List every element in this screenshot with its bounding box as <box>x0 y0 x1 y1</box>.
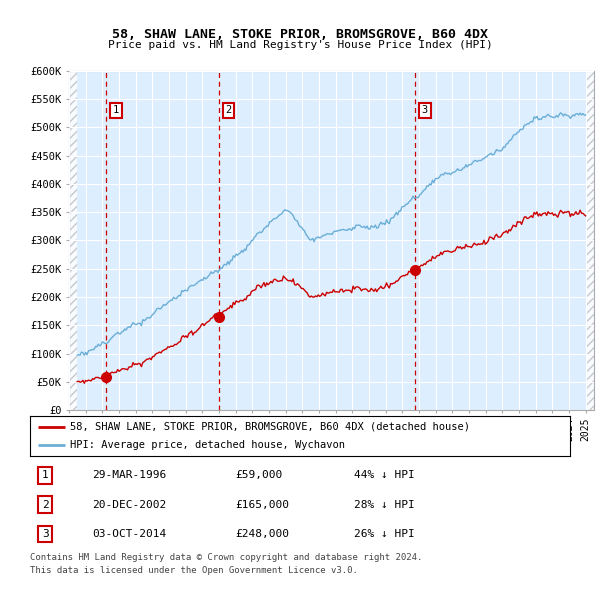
Text: 3: 3 <box>42 529 49 539</box>
Text: 29-MAR-1996: 29-MAR-1996 <box>92 470 166 480</box>
Text: 26% ↓ HPI: 26% ↓ HPI <box>354 529 415 539</box>
Text: Price paid vs. HM Land Registry's House Price Index (HPI): Price paid vs. HM Land Registry's House … <box>107 40 493 50</box>
Text: 03-OCT-2014: 03-OCT-2014 <box>92 529 166 539</box>
Text: 2: 2 <box>42 500 49 510</box>
Bar <box>69 60 77 410</box>
Text: £59,000: £59,000 <box>235 470 283 480</box>
Text: Contains HM Land Registry data © Crown copyright and database right 2024.: Contains HM Land Registry data © Crown c… <box>30 553 422 562</box>
Text: 2: 2 <box>225 106 232 116</box>
Text: 58, SHAW LANE, STOKE PRIOR, BROMSGROVE, B60 4DX: 58, SHAW LANE, STOKE PRIOR, BROMSGROVE, … <box>112 28 488 41</box>
Text: 28% ↓ HPI: 28% ↓ HPI <box>354 500 415 510</box>
Text: £165,000: £165,000 <box>235 500 289 510</box>
Text: 3: 3 <box>422 106 428 116</box>
Text: HPI: Average price, detached house, Wychavon: HPI: Average price, detached house, Wych… <box>71 440 346 450</box>
Text: 1: 1 <box>42 470 49 480</box>
Bar <box>587 60 595 410</box>
Text: 20-DEC-2002: 20-DEC-2002 <box>92 500 166 510</box>
Text: 58, SHAW LANE, STOKE PRIOR, BROMSGROVE, B60 4DX (detached house): 58, SHAW LANE, STOKE PRIOR, BROMSGROVE, … <box>71 422 470 432</box>
Text: 44% ↓ HPI: 44% ↓ HPI <box>354 470 415 480</box>
Text: This data is licensed under the Open Government Licence v3.0.: This data is licensed under the Open Gov… <box>30 566 358 575</box>
Text: 1: 1 <box>113 106 119 116</box>
Text: £248,000: £248,000 <box>235 529 289 539</box>
